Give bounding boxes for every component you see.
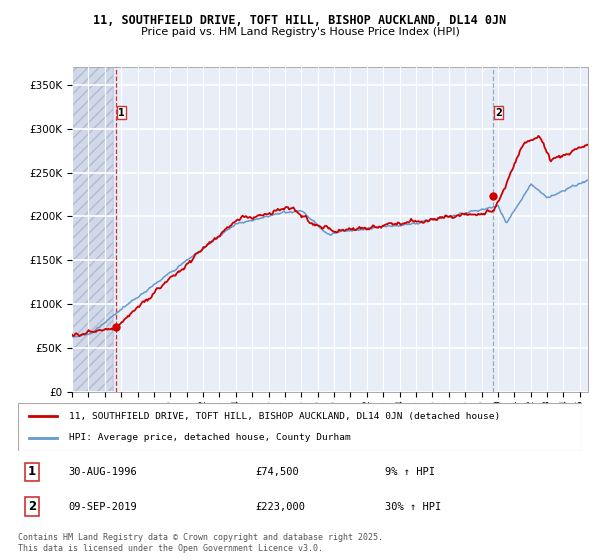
Text: Price paid vs. HM Land Registry's House Price Index (HPI): Price paid vs. HM Land Registry's House … [140,27,460,37]
Text: 2: 2 [28,500,36,513]
Text: 1: 1 [118,108,125,118]
Text: 09-SEP-2019: 09-SEP-2019 [69,502,137,511]
Text: Contains HM Land Registry data © Crown copyright and database right 2025.
This d: Contains HM Land Registry data © Crown c… [18,533,383,553]
Bar [72,67,113,392]
Text: £223,000: £223,000 [255,502,305,511]
Text: 30-AUG-1996: 30-AUG-1996 [69,466,137,477]
Text: 2: 2 [495,108,502,118]
Text: 11, SOUTHFIELD DRIVE, TOFT HILL, BISHOP AUCKLAND, DL14 0JN: 11, SOUTHFIELD DRIVE, TOFT HILL, BISHOP … [94,14,506,27]
Text: 1: 1 [28,465,36,478]
FancyBboxPatch shape [18,403,582,451]
Text: 11, SOUTHFIELD DRIVE, TOFT HILL, BISHOP AUCKLAND, DL14 0JN (detached house): 11, SOUTHFIELD DRIVE, TOFT HILL, BISHOP … [69,412,500,421]
Text: 9% ↑ HPI: 9% ↑ HPI [385,466,434,477]
Bar [72,67,113,392]
Text: £74,500: £74,500 [255,466,299,477]
Text: HPI: Average price, detached house, County Durham: HPI: Average price, detached house, Coun… [69,433,350,442]
Text: 30% ↑ HPI: 30% ↑ HPI [385,502,441,511]
